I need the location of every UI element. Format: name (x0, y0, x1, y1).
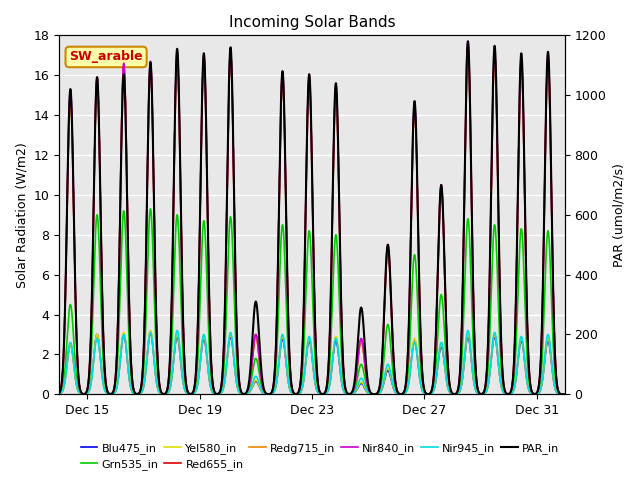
Title: Incoming Solar Bands: Incoming Solar Bands (228, 15, 396, 30)
Y-axis label: Solar Radiation (W/m2): Solar Radiation (W/m2) (15, 142, 28, 288)
Legend: Blu475_in, Grn535_in, Yel580_in, Red655_in, Redg715_in, Nir840_in, Nir945_in, PA: Blu475_in, Grn535_in, Yel580_in, Red655_… (76, 438, 564, 474)
Y-axis label: PAR (umol/m2/s): PAR (umol/m2/s) (612, 163, 625, 267)
Text: SW_arable: SW_arable (69, 50, 143, 63)
